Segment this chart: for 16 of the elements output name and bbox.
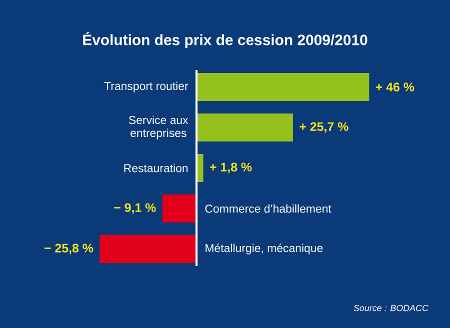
y-tick-label: Transport routier — [104, 82, 188, 92]
y-tick-label: Commerce d’habillement — [205, 204, 332, 213]
data-label: + 25,7 % — [300, 122, 348, 133]
y-tick-label: Service aux entreprises — [128, 116, 188, 140]
chart-title: Évolution des prix de cession 2009/2010 — [83, 32, 368, 48]
data-label: + 1,8 % — [210, 162, 252, 174]
data-label: + 46 % — [376, 82, 414, 92]
source-note: Source : BODACC — [354, 304, 429, 312]
y-tick-label: Métallurgie, mécanique — [206, 244, 323, 254]
bar — [162, 194, 197, 223]
y-tick-label: Restauration — [124, 164, 188, 172]
bar — [196, 114, 293, 142]
bar — [196, 73, 370, 102]
data-label: − 25,8 % — [44, 244, 94, 254]
bar — [100, 235, 197, 264]
data-label: − 9,1 % — [114, 203, 156, 214]
